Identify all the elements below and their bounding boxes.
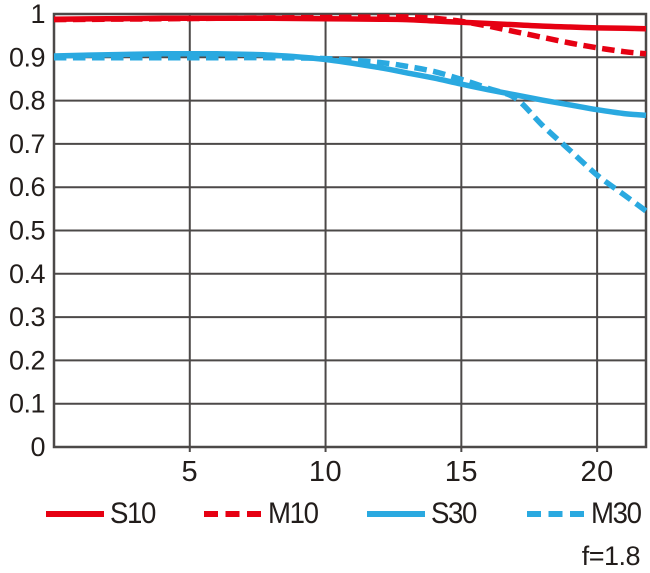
y-tick-label: 0.8 [9, 86, 45, 116]
y-tick-label: 0.9 [9, 42, 45, 72]
legend-label-s10: S10 [110, 497, 156, 530]
x-tick-label: 10 [309, 456, 342, 488]
y-tick-label: 0.7 [9, 129, 45, 159]
y-tick-label: 0.4 [9, 259, 46, 289]
y-tick-label: 0.5 [9, 216, 45, 246]
legend-item-m30: M30 [527, 499, 645, 529]
y-tick-label: 1 [30, 0, 45, 29]
y-tick-label: 0.2 [9, 345, 45, 375]
y-tick-label: 0.6 [9, 172, 45, 202]
legend-item-s10: S10 [46, 499, 159, 529]
legend-line-dashed-blue-icon [527, 511, 585, 517]
curve-m10 [53, 14, 647, 57]
plot-border [52, 12, 648, 449]
legend-line-solid-red-icon [46, 511, 104, 517]
y-tick-label: 0.3 [9, 302, 45, 332]
legend-label-s30: S30 [431, 497, 477, 530]
legend-line-dashed-red-icon [204, 511, 262, 517]
legend-item-s30: S30 [367, 499, 480, 529]
legend-label-m10: M10 [268, 497, 319, 530]
legend-line-solid-blue-icon [367, 511, 425, 517]
x-tick-label: 15 [445, 456, 478, 488]
x-tick-label: 5 [181, 456, 198, 488]
aperture-annotation: f=1.8 [581, 541, 641, 571]
y-tick-label: 0 [30, 432, 45, 462]
plot-area: 00.10.20.30.40.50.60.70.80.915 10 15 20 [9, 0, 648, 488]
legend-label-m30: M30 [591, 497, 642, 530]
y-tick-label: 0.1 [9, 389, 45, 419]
curve-m30 [54, 54, 648, 214]
x-tick-label: 20 [580, 456, 613, 488]
curve-s30 [53, 50, 647, 119]
legend-item-m10: M10 [204, 499, 322, 529]
